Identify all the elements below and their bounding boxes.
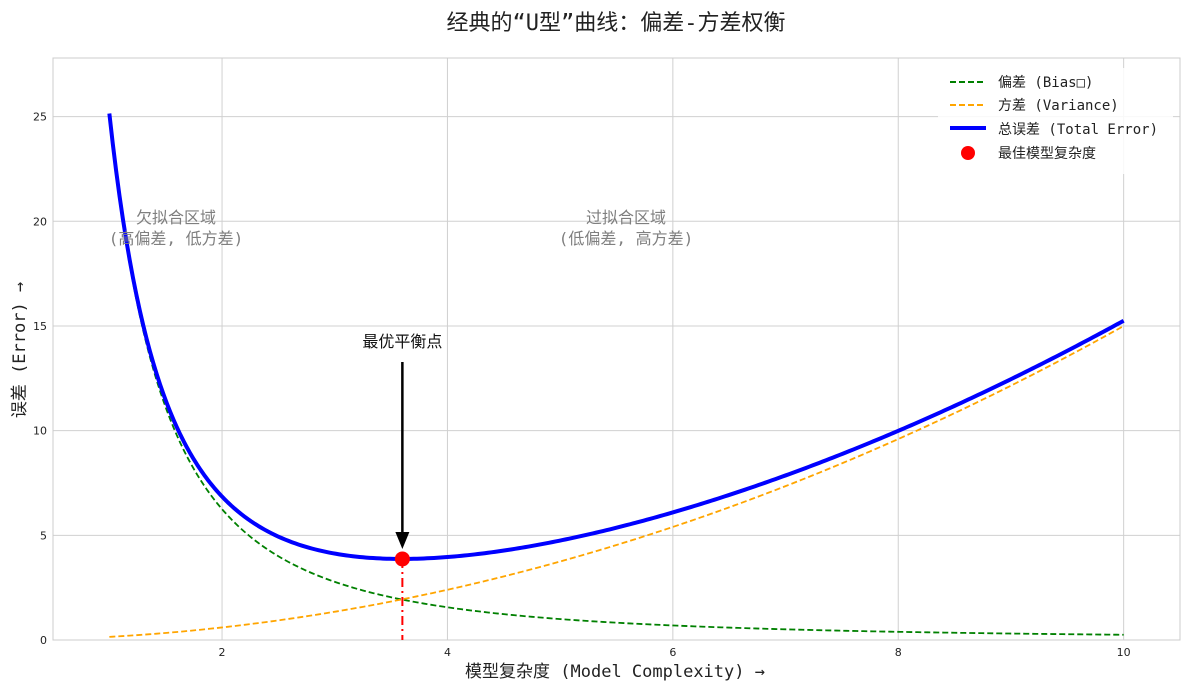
bias-curve	[108, 116, 1124, 636]
x-tick-label: 6	[669, 646, 676, 659]
optimal-point-marker	[394, 551, 410, 567]
y-tick-label: 20	[33, 215, 47, 228]
y-tick-label: 5	[40, 529, 47, 542]
tick-labels: 2 4 6 8 10 0 5 10 15 20 25	[33, 111, 1131, 659]
overfit-region-sublabel: (低偏差, 高方差)	[559, 229, 694, 248]
x-tick-label: 8	[895, 646, 902, 659]
legend-total-label: 总误差 (Total Error)	[998, 122, 1158, 138]
y-tick-label: 0	[40, 634, 47, 647]
x-tick-label: 10	[1117, 646, 1131, 659]
optimal-annotation-label: 最优平衡点	[362, 332, 442, 351]
x-tick-label: 4	[444, 646, 451, 659]
legend-variance-label: 方差 (Variance)	[998, 98, 1119, 114]
underfit-region-label: 欠拟合区域	[136, 208, 216, 227]
y-tick-label: 25	[33, 111, 47, 124]
plot-frame	[52, 57, 1181, 641]
legend-background	[938, 68, 1173, 174]
variance-curve	[109, 325, 1125, 638]
overfit-region-label: 过拟合区域	[586, 208, 666, 227]
y-tick-label: 15	[33, 320, 47, 333]
x-axis-label: 模型复杂度 (Model Complexity) →	[465, 662, 765, 682]
y-tick-label: 10	[33, 425, 47, 438]
underfit-region-sublabel: (高偏差, 低方差)	[109, 229, 244, 248]
legend-bias-label: 偏差 (Bias□)	[998, 75, 1093, 91]
total-error-curve	[107, 113, 1125, 561]
series-layer	[107, 113, 1125, 640]
optimal-annotation: 最优平衡点	[362, 332, 442, 549]
optimal-arrow-head	[395, 531, 410, 549]
legend-optimal-label: 最佳模型复杂度	[998, 145, 1096, 162]
legend: 偏差 (Bias□) 方差 (Variance) 总误差 (Total Erro…	[938, 68, 1173, 174]
legend-optimal-swatch	[961, 146, 975, 160]
y-axis-label: 误差 (Error) →	[10, 282, 30, 418]
x-tick-label: 2	[219, 646, 226, 659]
chart-title: 经典的“U型”曲线：偏差-方差权衡	[447, 11, 786, 36]
